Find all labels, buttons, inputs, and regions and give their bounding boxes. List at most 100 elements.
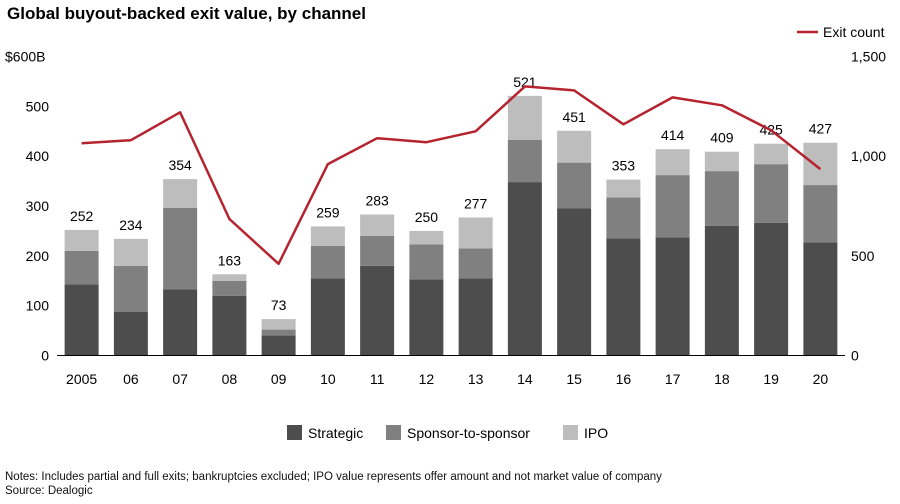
x-tick-label: 08 [222, 371, 238, 387]
y-left-tick-label: 200 [26, 248, 50, 264]
footnotes: Notes: Includes partial and full exits; … [5, 470, 662, 498]
bar-sponsor-to-sponsor [163, 207, 198, 290]
bar-ipo [704, 151, 739, 172]
y-left-tick-label: 300 [26, 198, 50, 214]
bar-total-label: 283 [365, 192, 389, 208]
exit-count-legend-label: Exit count [823, 24, 885, 40]
bar-total-label: 163 [218, 252, 242, 268]
bar-total-label: 354 [168, 157, 192, 173]
bar-total-label: 73 [271, 297, 287, 313]
bar-ipo [163, 179, 198, 208]
chart-title: Global buyout-backed exit value, by chan… [7, 4, 366, 23]
x-tick-label: 2005 [66, 371, 97, 387]
bar-ipo [507, 95, 542, 140]
bar-total-label: 414 [661, 127, 685, 143]
x-tick-label: 18 [714, 371, 730, 387]
bar-sponsor-to-sponsor [507, 139, 542, 183]
bar-total-label: 409 [710, 130, 734, 146]
bar-strategic [507, 182, 542, 356]
legend-swatch-ipo [563, 425, 578, 440]
bar-ipo [113, 238, 148, 266]
x-tick-label: 16 [616, 371, 632, 387]
bar-strategic [458, 278, 493, 356]
x-tick-label: 06 [123, 371, 139, 387]
bar-sponsor-to-sponsor [655, 175, 690, 238]
bar-sponsor-to-sponsor [360, 235, 395, 266]
y-left-tick-label: 500 [26, 98, 50, 114]
y-right-tick-label: 1,000 [851, 148, 886, 164]
bar-total-label: 259 [316, 204, 340, 220]
bar-total-label: 451 [562, 109, 586, 125]
bar-ipo [310, 226, 345, 246]
bar-sponsor-to-sponsor [606, 197, 641, 239]
y-left-tick-label: 400 [26, 148, 50, 164]
bar-strategic [409, 279, 444, 356]
bar-sponsor-to-sponsor [261, 329, 296, 336]
bar-strategic [557, 208, 592, 356]
bar-strategic [64, 284, 99, 356]
bar-total-label: 252 [70, 208, 94, 224]
x-tick-label: 19 [763, 371, 779, 387]
legend-swatch-strategic [287, 425, 302, 440]
bar-total-label: 250 [415, 209, 439, 225]
source-text: Source: Dealogic [5, 485, 93, 497]
bar-sponsor-to-sponsor [458, 248, 493, 279]
bar-strategic [261, 335, 296, 356]
bar-strategic [754, 222, 789, 356]
y-right-tick-label: 1,500 [851, 49, 886, 65]
y-right-tick-label: 0 [851, 348, 859, 364]
bar-total-label: 234 [119, 217, 143, 233]
y-left-tick-label: 100 [26, 298, 50, 314]
x-tick-label: 10 [320, 371, 336, 387]
x-tick-label: 07 [172, 371, 188, 387]
bar-strategic [163, 289, 198, 356]
x-tick-label: 15 [566, 371, 582, 387]
x-tick-label: 20 [813, 371, 829, 387]
bar-ipo [655, 149, 690, 176]
bar-sponsor-to-sponsor [557, 162, 592, 209]
bar-total-label: 353 [612, 158, 636, 174]
x-tick-label: 13 [468, 371, 484, 387]
bar-strategic [212, 295, 247, 356]
bar-strategic [113, 311, 148, 356]
legend-swatch-sponsor-to-sponsor [386, 425, 401, 440]
bar-ipo [409, 230, 444, 245]
bar-ipo [606, 179, 641, 198]
bar-total-label: 277 [464, 195, 488, 211]
x-tick-label: 17 [665, 371, 681, 387]
exit-count-line [81, 85, 822, 266]
bar-ipo [458, 217, 493, 249]
y-left-tick-label: $600B [5, 49, 45, 65]
chart-svg: 0 100 200 300 400 500 $600B 0 500 1,000 1,500 252 20… [5, 24, 886, 441]
legend-label-strategic: Strategic [308, 425, 363, 441]
bar-ipo [64, 229, 99, 251]
legend-label-sponsor-to-sponsor: Sponsor-to-sponsor [407, 425, 530, 441]
bar-strategic [360, 265, 395, 356]
x-tick-label: 11 [370, 371, 385, 387]
bar-sponsor-to-sponsor [803, 185, 838, 243]
bar-sponsor-to-sponsor [64, 250, 99, 285]
x-tick-label: 14 [517, 371, 533, 387]
bar-ipo [557, 130, 592, 163]
bar-sponsor-to-sponsor [113, 265, 148, 312]
bar-strategic [655, 237, 690, 356]
bar-strategic [606, 238, 641, 356]
bar-sponsor-to-sponsor [704, 171, 739, 226]
bar-total-label: 427 [809, 121, 833, 137]
bar-ipo [754, 143, 789, 165]
bar-sponsor-to-sponsor [409, 244, 444, 280]
bar-ipo [212, 274, 247, 281]
bar-sponsor-to-sponsor [212, 280, 247, 296]
bar-sponsor-to-sponsor [310, 245, 345, 279]
bar-strategic [310, 278, 345, 356]
y-right-tick-label: 500 [851, 248, 875, 264]
bar-ipo [261, 319, 296, 330]
bar-sponsor-to-sponsor [754, 164, 789, 223]
bar-ipo [360, 214, 395, 236]
notes-text: Notes: Includes partial and full exits; … [5, 471, 662, 483]
x-tick-label: 09 [271, 371, 287, 387]
legend-label-ipo: IPO [584, 425, 608, 441]
bar-ipo [803, 142, 838, 186]
bar-strategic [803, 242, 838, 356]
y-left-tick-label: 0 [41, 348, 49, 364]
